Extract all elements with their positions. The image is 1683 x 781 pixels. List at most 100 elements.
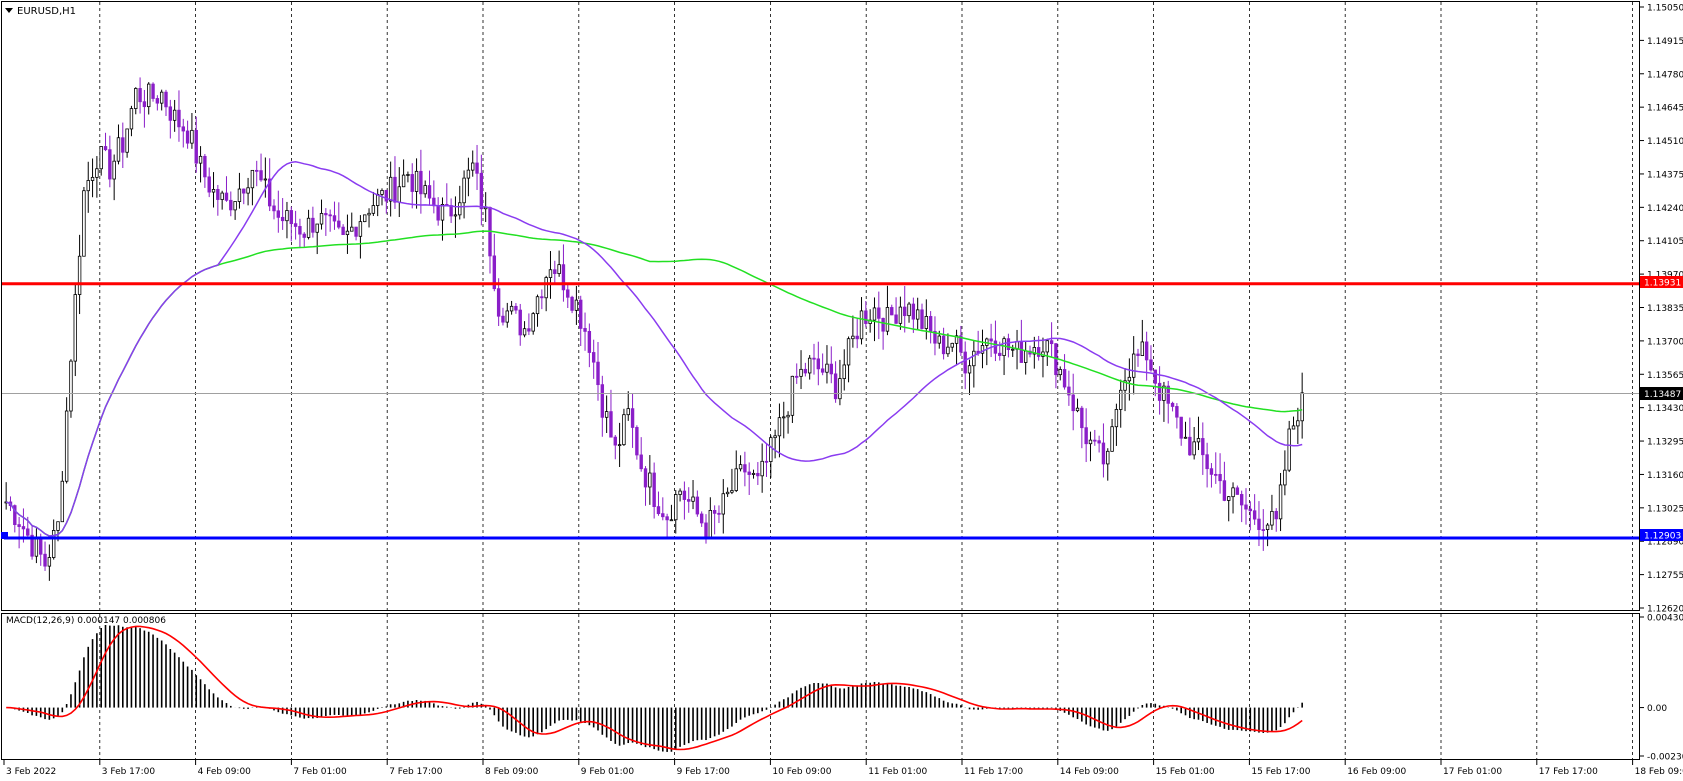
candle-body	[47, 557, 52, 567]
candle-body	[99, 146, 103, 170]
candle-body	[535, 296, 540, 315]
candle-body	[937, 335, 941, 344]
candle-body	[51, 530, 56, 558]
candle-body	[207, 176, 211, 193]
price-tick-label: 1.13835	[1647, 304, 1683, 314]
candle-body	[285, 210, 289, 222]
candle-body	[1265, 524, 1270, 531]
candle-body	[1062, 369, 1067, 388]
price-tick-label: 1.13565	[1647, 371, 1683, 381]
candle-body	[1239, 494, 1244, 506]
candle-body	[116, 137, 121, 162]
candle-body	[194, 129, 198, 164]
candle-body	[203, 155, 207, 178]
candle-body	[915, 309, 920, 320]
candle-body	[799, 368, 803, 377]
candle-body	[1114, 409, 1119, 428]
candle-body	[613, 436, 617, 446]
time-tick-label: 17 Feb 01:00	[1443, 767, 1502, 777]
macd-tick-label: 0.00	[1647, 704, 1667, 714]
price-tick-label: 1.13430	[1647, 404, 1683, 414]
candle-body	[760, 460, 764, 477]
candle-body	[345, 230, 350, 236]
candle-body	[687, 499, 691, 502]
price-tick-label: 1.14780	[1647, 70, 1683, 80]
vertical-grid	[99, 2, 1633, 759]
candle-body	[1227, 496, 1231, 501]
candle-body	[903, 306, 907, 317]
candle-body	[410, 174, 414, 192]
time-tick-label: 16 Feb 09:00	[1347, 767, 1406, 777]
macd-histogram	[9, 624, 1303, 752]
price-tick-label: 1.15050	[1647, 4, 1683, 14]
price-tick-label: 1.13295	[1647, 438, 1683, 448]
candle-body	[1084, 427, 1088, 445]
candle-body	[492, 255, 497, 290]
price-tick-label: 1.12755	[1647, 571, 1683, 581]
candle-body	[695, 496, 700, 515]
candle-body	[1006, 338, 1011, 351]
symbol-dropdown[interactable]: EURUSD,H1	[5, 6, 76, 17]
price-tick-label: 1.14645	[1647, 104, 1683, 114]
candle-body	[505, 310, 509, 323]
candle-body	[255, 169, 259, 172]
candle-body	[963, 351, 967, 374]
resistance-price-tag: 1.13931	[1640, 276, 1683, 289]
candle-body	[656, 506, 661, 515]
candle-body	[825, 363, 829, 373]
candle-body	[216, 189, 220, 200]
candle-body	[1296, 420, 1300, 427]
candle-body	[501, 315, 505, 323]
candle-body	[691, 496, 695, 502]
candle-body	[678, 490, 682, 495]
candle-body	[980, 345, 985, 354]
candle-body	[151, 83, 155, 99]
candle-body	[544, 277, 548, 299]
candle-body	[302, 233, 306, 238]
candle-body	[21, 526, 26, 530]
candle-body	[1002, 338, 1006, 356]
candle-body	[229, 199, 233, 211]
candle-body	[972, 350, 976, 367]
candle-body	[108, 149, 112, 180]
macd-indicator-label: MACD(12,26,9) 0.000147 0.000806	[6, 616, 166, 626]
candle-body	[39, 538, 43, 555]
candle-body	[846, 338, 851, 366]
candle-body	[829, 363, 833, 375]
candle-body	[946, 346, 950, 355]
candle-body	[43, 553, 47, 567]
candle-body	[95, 168, 99, 178]
candle-body	[177, 109, 181, 128]
macd-signal-line	[6, 625, 1303, 751]
candle-body	[414, 170, 419, 192]
candle-body	[820, 368, 825, 373]
candle-body	[738, 464, 743, 470]
candle-body	[920, 309, 924, 329]
candle-body	[1196, 438, 1201, 443]
candle-body	[1011, 348, 1015, 351]
candle-body	[881, 317, 885, 332]
bid-price-tag: 1.13487	[1640, 387, 1683, 400]
candle-body	[661, 513, 665, 518]
candle-body	[224, 192, 229, 201]
candle-body	[998, 352, 1002, 356]
candle-body	[64, 410, 69, 482]
candle-body	[941, 335, 946, 355]
candle-body	[890, 307, 894, 316]
candle-body	[1170, 402, 1175, 407]
dropdown-triangle-icon[interactable]	[5, 8, 13, 13]
candle-body	[665, 516, 669, 521]
candle-body	[725, 491, 730, 495]
candle-body	[1093, 439, 1097, 442]
candle-body	[1209, 468, 1214, 475]
candle-body	[121, 137, 125, 153]
support-line-handle[interactable]	[1, 532, 8, 539]
candle-body	[518, 309, 522, 336]
candle-body	[293, 223, 298, 227]
ma-slow-line	[5, 230, 1303, 537]
candle-body	[626, 408, 630, 416]
candle-body	[159, 91, 164, 104]
time-axis: 3 Feb 2022 3 Feb 17:00 4 Feb 09:00 7 Feb 01…	[3, 760, 1683, 777]
